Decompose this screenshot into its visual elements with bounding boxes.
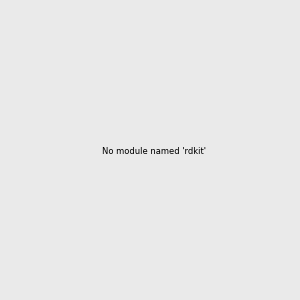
Text: No module named 'rdkit': No module named 'rdkit' — [102, 147, 206, 156]
